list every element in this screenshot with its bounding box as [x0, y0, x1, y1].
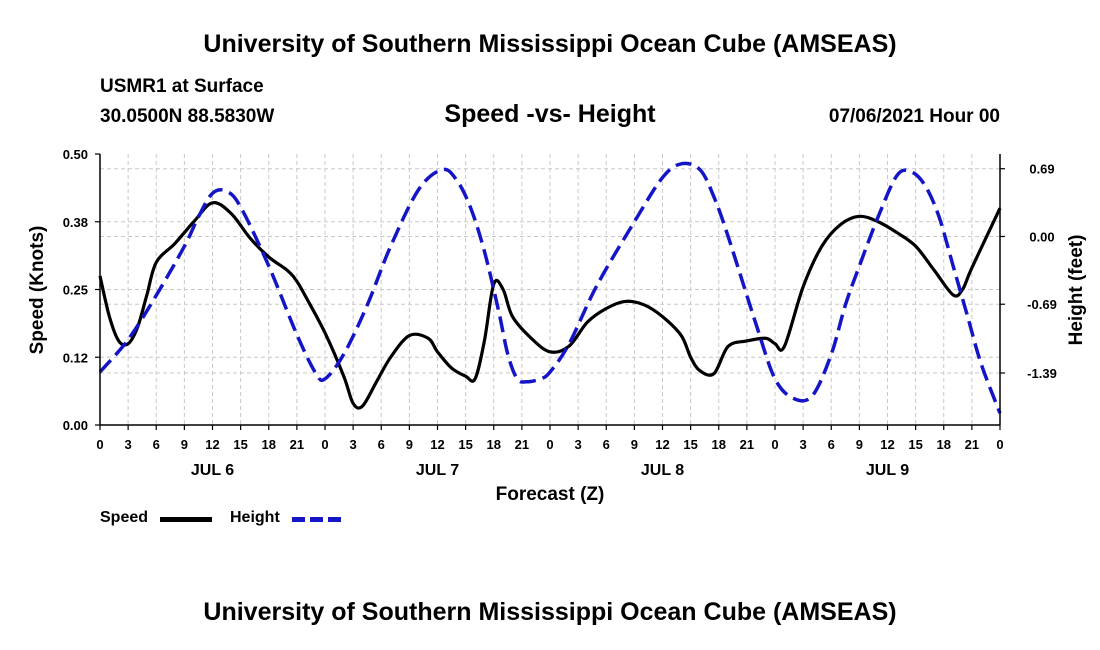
x-tick-label: 3: [575, 437, 582, 452]
y2-tick-label: -1.39: [1027, 366, 1057, 381]
x-tick-label: 0: [321, 437, 328, 452]
x-tick-label: 21: [290, 437, 304, 452]
y-tick-label: 0.50: [63, 147, 88, 162]
x-tick-label: 15: [233, 437, 247, 452]
legend-speed-label: Speed: [100, 509, 149, 526]
x-tick-label: 6: [828, 437, 835, 452]
y2-tick-label: 0.00: [1029, 229, 1054, 244]
x-axis-label: Forecast (Z): [496, 484, 605, 505]
x-tick-label: 0: [96, 437, 103, 452]
x-tick-label: 6: [378, 437, 385, 452]
report-title: University of Southern Mississippi Ocean…: [203, 30, 897, 58]
axes: 0 3 6 9 12 15 18 21 0 3 6 9 12 15 18 21 0 3 6 9 12 15 18 21 0 3 6 9…: [63, 147, 1057, 479]
chart-title: Speed -vs- Height: [444, 100, 656, 128]
x-tick-label: 0: [771, 437, 778, 452]
x-tick-label: 6: [603, 437, 610, 452]
x-tick-label: 3: [350, 437, 357, 452]
y2-tick-label: -0.69: [1027, 297, 1057, 312]
x-tick-label: 0: [996, 437, 1003, 452]
station-label: USMR1 at Surface: [100, 76, 264, 97]
x-tick-label: 18: [937, 437, 951, 452]
station-coordinates: 30.0500N 88.5830W: [100, 106, 275, 127]
day-label: JUL 7: [416, 462, 459, 479]
legend-height-swatch: [292, 517, 342, 522]
y-axis-label: Speed (Knots): [27, 226, 48, 355]
y2-tick-label: 0.69: [1029, 162, 1054, 177]
x-tick-label: 12: [655, 437, 669, 452]
x-tick-label: 9: [406, 437, 413, 452]
height-series-line: [98, 161, 1002, 414]
x-tick-label: 15: [683, 437, 697, 452]
x-tick-label: 21: [740, 437, 754, 452]
x-tick-label: 18: [712, 437, 726, 452]
x-tick-label: 18: [262, 437, 276, 452]
legend-height-label: Height: [230, 509, 280, 526]
y-tick-label: 0.00: [63, 418, 88, 433]
y-tick-label: 0.38: [63, 215, 88, 230]
day-label: JUL 9: [866, 462, 909, 479]
x-tick-label: 9: [181, 437, 188, 452]
day-label: JUL 6: [191, 462, 234, 479]
x-tick-label: 21: [965, 437, 979, 452]
x-tick-label: 18: [487, 437, 501, 452]
y-tick-label: 0.12: [63, 350, 88, 365]
x-tick-label: 3: [125, 437, 132, 452]
x-tick-label: 15: [458, 437, 472, 452]
legend-speed-swatch: [160, 517, 212, 522]
series-group: [98, 161, 1002, 414]
x-tick-label: 21: [515, 437, 529, 452]
x-tick-label: 6: [153, 437, 160, 452]
x-tick-label: 12: [880, 437, 894, 452]
forecast-timestamp: 07/06/2021 Hour 00: [828, 106, 1000, 127]
x-tick-label: 0: [546, 437, 553, 452]
x-tick-label: 3: [800, 437, 807, 452]
x-tick-label: 12: [205, 437, 219, 452]
x-tick-label: 9: [856, 437, 863, 452]
speed-series-line: [98, 201, 1002, 410]
x-tick-label: 9: [631, 437, 638, 452]
y-tick-label: 0.25: [63, 283, 88, 298]
grid: [100, 154, 1000, 425]
x-tick-label: 12: [430, 437, 444, 452]
x-tick-label: 15: [908, 437, 922, 452]
y2-axis-label: Height (feet): [1066, 235, 1087, 346]
footer-title: University of Southern Mississippi Ocean…: [203, 598, 897, 626]
day-label: JUL 8: [641, 462, 684, 479]
